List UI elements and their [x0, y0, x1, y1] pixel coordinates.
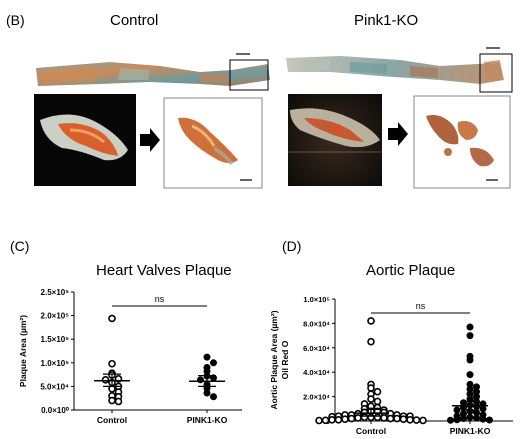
control-valve-image — [34, 94, 136, 186]
data-point — [466, 356, 474, 364]
x-tick-label: Control — [356, 426, 386, 436]
data-point — [466, 323, 474, 331]
data-point — [315, 416, 323, 425]
data-point — [473, 414, 480, 422]
data-point — [203, 353, 211, 361]
data-point — [406, 415, 414, 424]
x-tick-label: PINK1-KO — [187, 415, 228, 425]
data-point — [447, 416, 454, 424]
data-point — [347, 414, 356, 423]
control-valve-isolated-image — [163, 97, 263, 189]
data-point — [419, 416, 427, 425]
data-point — [453, 416, 461, 424]
significance-label: ns — [416, 301, 426, 311]
y-tick-label: 0.0×10⁰ — [41, 406, 70, 415]
data-point — [380, 414, 388, 422]
data-point — [373, 387, 382, 396]
data-point — [386, 414, 395, 423]
pink1ko-valve-isolated-image — [413, 95, 511, 189]
data-point — [203, 389, 211, 397]
data-point — [367, 395, 375, 403]
data-point — [108, 396, 116, 405]
y-tick-label: 2.0×10⁵ — [41, 312, 70, 321]
data-point — [210, 359, 217, 367]
control-aorta-image — [36, 53, 270, 91]
chart-c-plot: 0.0×10⁰ 5.0×10⁴ 1.0×10⁵ 1.5×10⁵ 2.0×10⁵ 2.5×1… — [18, 288, 242, 425]
data-point — [114, 397, 123, 406]
y-tick-label: 6.0×10⁴ — [303, 344, 330, 353]
y-axis-label: Aortic Plaque Area (µm²) — [269, 310, 279, 409]
panel-b-images — [34, 47, 513, 189]
data-point — [399, 415, 408, 423]
panel-d-letter: (D) — [282, 238, 302, 254]
data-point — [466, 413, 474, 421]
y-axis-label-secondary: Oil Red O — [280, 340, 290, 379]
significance-label: ns — [155, 294, 165, 304]
data-point — [453, 406, 461, 414]
panel-c-letter: (C) — [10, 238, 30, 254]
panel-b-title-control: Control — [110, 12, 159, 29]
data-point — [466, 371, 474, 379]
data-point — [367, 384, 375, 392]
panel-b-letter: (B) — [6, 12, 25, 28]
arrow-icon — [140, 128, 160, 152]
data-point — [108, 314, 116, 323]
pink1ko-aorta-image — [286, 47, 513, 93]
y-tick-label: 1.0×10⁵ — [303, 295, 330, 304]
x-tick-label: PINK1-KO — [450, 426, 491, 436]
data-point — [354, 414, 362, 422]
x-tick-label: Control — [97, 415, 127, 425]
y-tick-label: 4.0×10⁴ — [303, 368, 330, 377]
chart-d-plot: 02.0×10⁴4.0×10⁴6.0×10⁴8.0×10⁴1.0×10⁵Aort… — [269, 295, 513, 436]
panel-b-title-pink1ko: Pink1-KO — [354, 12, 419, 29]
arrow-icon — [388, 122, 408, 146]
data-point — [412, 416, 421, 424]
y-tick-label: 5.0×10⁴ — [40, 382, 69, 391]
y-axis-label: Plaque Area (µm²) — [18, 315, 28, 387]
data-point — [373, 413, 382, 422]
data-point — [373, 397, 382, 406]
y-tick-label: 2.5×10⁵ — [41, 288, 70, 297]
data-point — [367, 317, 375, 325]
data-point — [486, 416, 493, 424]
y-tick-label: 1.0×10⁵ — [41, 359, 70, 368]
data-point — [341, 415, 349, 423]
data-point — [360, 413, 369, 422]
data-point — [328, 415, 336, 424]
data-point — [460, 415, 467, 423]
data-point — [479, 405, 487, 413]
data-point — [334, 415, 343, 424]
chart-d-title: Aortic Plaque — [366, 262, 456, 279]
data-point — [393, 414, 401, 423]
pink1ko-valve-image — [288, 94, 382, 186]
data-point — [101, 375, 110, 384]
data-point — [479, 415, 487, 423]
data-point — [466, 332, 474, 340]
data-point — [108, 359, 116, 368]
data-point — [321, 416, 330, 425]
y-tick-label: 2.0×10⁴ — [303, 393, 330, 402]
y-tick-label: 1.5×10⁵ — [41, 335, 70, 344]
data-point — [210, 393, 217, 401]
data-point — [367, 337, 375, 346]
chart-c-title: Heart Valves Plaque — [96, 262, 232, 279]
y-tick-label: 8.0×10⁴ — [303, 319, 330, 328]
